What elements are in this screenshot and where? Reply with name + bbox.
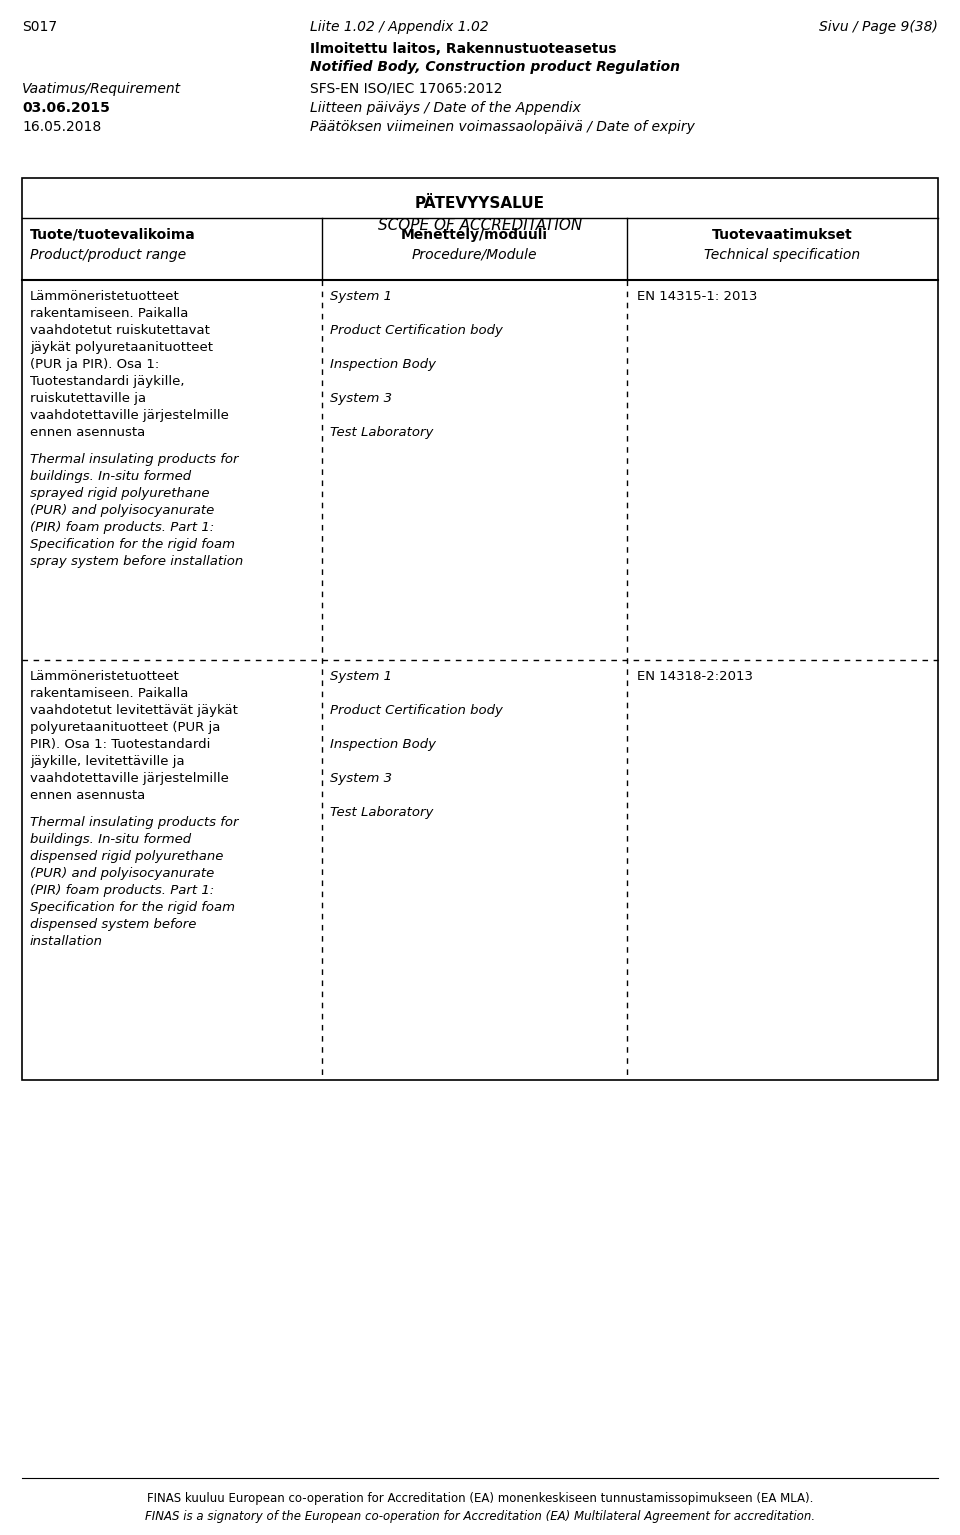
Text: rakentamiseen. Paikalla: rakentamiseen. Paikalla xyxy=(30,688,188,700)
Text: FINAS is a signatory of the European co-operation for Accreditation (EA) Multila: FINAS is a signatory of the European co-… xyxy=(145,1510,815,1523)
Text: Päätöksen viimeinen voimassaolopäivä / Date of expiry: Päätöksen viimeinen voimassaolopäivä / D… xyxy=(310,120,695,134)
Text: FINAS kuuluu European co-operation for Accreditation (EA) monenkeskiseen tunnust: FINAS kuuluu European co-operation for A… xyxy=(147,1492,813,1504)
Text: Product Certification body: Product Certification body xyxy=(330,705,503,717)
Text: Ilmoitettu laitos, Rakennustuoteasetus: Ilmoitettu laitos, Rakennustuoteasetus xyxy=(310,41,616,55)
Text: Tuotestandardi jäykille,: Tuotestandardi jäykille, xyxy=(30,375,184,388)
Text: dispensed system before: dispensed system before xyxy=(30,918,197,932)
Text: (PUR) and polyisocyanurate: (PUR) and polyisocyanurate xyxy=(30,503,214,517)
Text: (PIR) foam products. Part 1:: (PIR) foam products. Part 1: xyxy=(30,520,214,534)
Text: EN 14315-1: 2013: EN 14315-1: 2013 xyxy=(637,290,757,302)
Text: Liitteen päiväys / Date of the Appendix: Liitteen päiväys / Date of the Appendix xyxy=(310,101,581,115)
Text: Menettely/moduuli: Menettely/moduuli xyxy=(401,229,548,243)
Text: Product Certification body: Product Certification body xyxy=(330,324,503,338)
Text: SFS-EN ISO/IEC 17065:2012: SFS-EN ISO/IEC 17065:2012 xyxy=(310,81,502,97)
Text: SCOPE OF ACCREDITATION: SCOPE OF ACCREDITATION xyxy=(378,218,582,233)
Text: (PIR) foam products. Part 1:: (PIR) foam products. Part 1: xyxy=(30,884,214,896)
Text: sprayed rigid polyurethane: sprayed rigid polyurethane xyxy=(30,487,209,500)
Text: System 3: System 3 xyxy=(330,391,392,405)
Text: PIR). Osa 1: Tuotestandardi: PIR). Osa 1: Tuotestandardi xyxy=(30,738,210,751)
Text: Specification for the rigid foam: Specification for the rigid foam xyxy=(30,901,235,913)
Text: Lämmöneristetuotteet: Lämmöneristetuotteet xyxy=(30,290,180,302)
Text: spray system before installation: spray system before installation xyxy=(30,556,243,568)
Text: Sivu / Page 9(38): Sivu / Page 9(38) xyxy=(819,20,938,34)
Text: System 1: System 1 xyxy=(330,669,392,683)
Text: vaahdotettaville järjestelmille: vaahdotettaville järjestelmille xyxy=(30,772,228,784)
Text: EN 14318-2:2013: EN 14318-2:2013 xyxy=(637,669,753,683)
Text: dispensed rigid polyurethane: dispensed rigid polyurethane xyxy=(30,850,224,863)
Text: Product/product range: Product/product range xyxy=(30,249,186,262)
Text: Inspection Body: Inspection Body xyxy=(330,358,436,371)
Text: Lämmöneristetuotteet: Lämmöneristetuotteet xyxy=(30,669,180,683)
Text: installation: installation xyxy=(30,935,103,949)
Text: Specification for the rigid foam: Specification for the rigid foam xyxy=(30,537,235,551)
Text: 03.06.2015: 03.06.2015 xyxy=(22,101,109,115)
Text: jäykille, levitettäville ja: jäykille, levitettäville ja xyxy=(30,755,184,768)
Text: vaahdotetut levitettävät jäykät: vaahdotetut levitettävät jäykät xyxy=(30,705,238,717)
Text: Thermal insulating products for: Thermal insulating products for xyxy=(30,453,238,467)
Text: Test Laboratory: Test Laboratory xyxy=(330,427,433,439)
Text: rakentamiseen. Paikalla: rakentamiseen. Paikalla xyxy=(30,307,188,319)
Text: ennen asennusta: ennen asennusta xyxy=(30,789,145,801)
Text: PÄTEVYYSALUE: PÄTEVYYSALUE xyxy=(415,196,545,210)
Text: System 3: System 3 xyxy=(330,772,392,784)
Text: Technical specification: Technical specification xyxy=(705,249,860,262)
Text: Procedure/Module: Procedure/Module xyxy=(412,249,538,262)
Text: buildings. In-situ formed: buildings. In-situ formed xyxy=(30,470,191,484)
Text: Liite 1.02 / Appendix 1.02: Liite 1.02 / Appendix 1.02 xyxy=(310,20,489,34)
Text: Thermal insulating products for: Thermal insulating products for xyxy=(30,817,238,829)
Text: 16.05.2018: 16.05.2018 xyxy=(22,120,101,134)
Text: buildings. In-situ formed: buildings. In-situ formed xyxy=(30,834,191,846)
Text: (PUR) and polyisocyanurate: (PUR) and polyisocyanurate xyxy=(30,867,214,880)
Text: Tuote/tuotevalikoima: Tuote/tuotevalikoima xyxy=(30,229,196,243)
Text: Test Laboratory: Test Laboratory xyxy=(330,806,433,820)
Text: (PUR ja PIR). Osa 1:: (PUR ja PIR). Osa 1: xyxy=(30,358,159,371)
Text: Notified Body, Construction product Regulation: Notified Body, Construction product Regu… xyxy=(310,60,680,74)
Bar xyxy=(22,178,938,1081)
Text: ennen asennusta: ennen asennusta xyxy=(30,427,145,439)
Text: vaahdotetut ruiskutettavat: vaahdotetut ruiskutettavat xyxy=(30,324,210,338)
Text: System 1: System 1 xyxy=(330,290,392,302)
Text: jäykät polyuretaanituotteet: jäykät polyuretaanituotteet xyxy=(30,341,213,355)
Text: ruiskutettaville ja: ruiskutettaville ja xyxy=(30,391,146,405)
Text: Inspection Body: Inspection Body xyxy=(330,738,436,751)
Text: Tuotevaatimukset: Tuotevaatimukset xyxy=(712,229,852,243)
Text: Vaatimus/Requirement: Vaatimus/Requirement xyxy=(22,81,181,97)
Text: polyuretaanituotteet (PUR ja: polyuretaanituotteet (PUR ja xyxy=(30,721,221,734)
Text: vaahdotettaville järjestelmille: vaahdotettaville järjestelmille xyxy=(30,408,228,422)
Text: S017: S017 xyxy=(22,20,58,34)
